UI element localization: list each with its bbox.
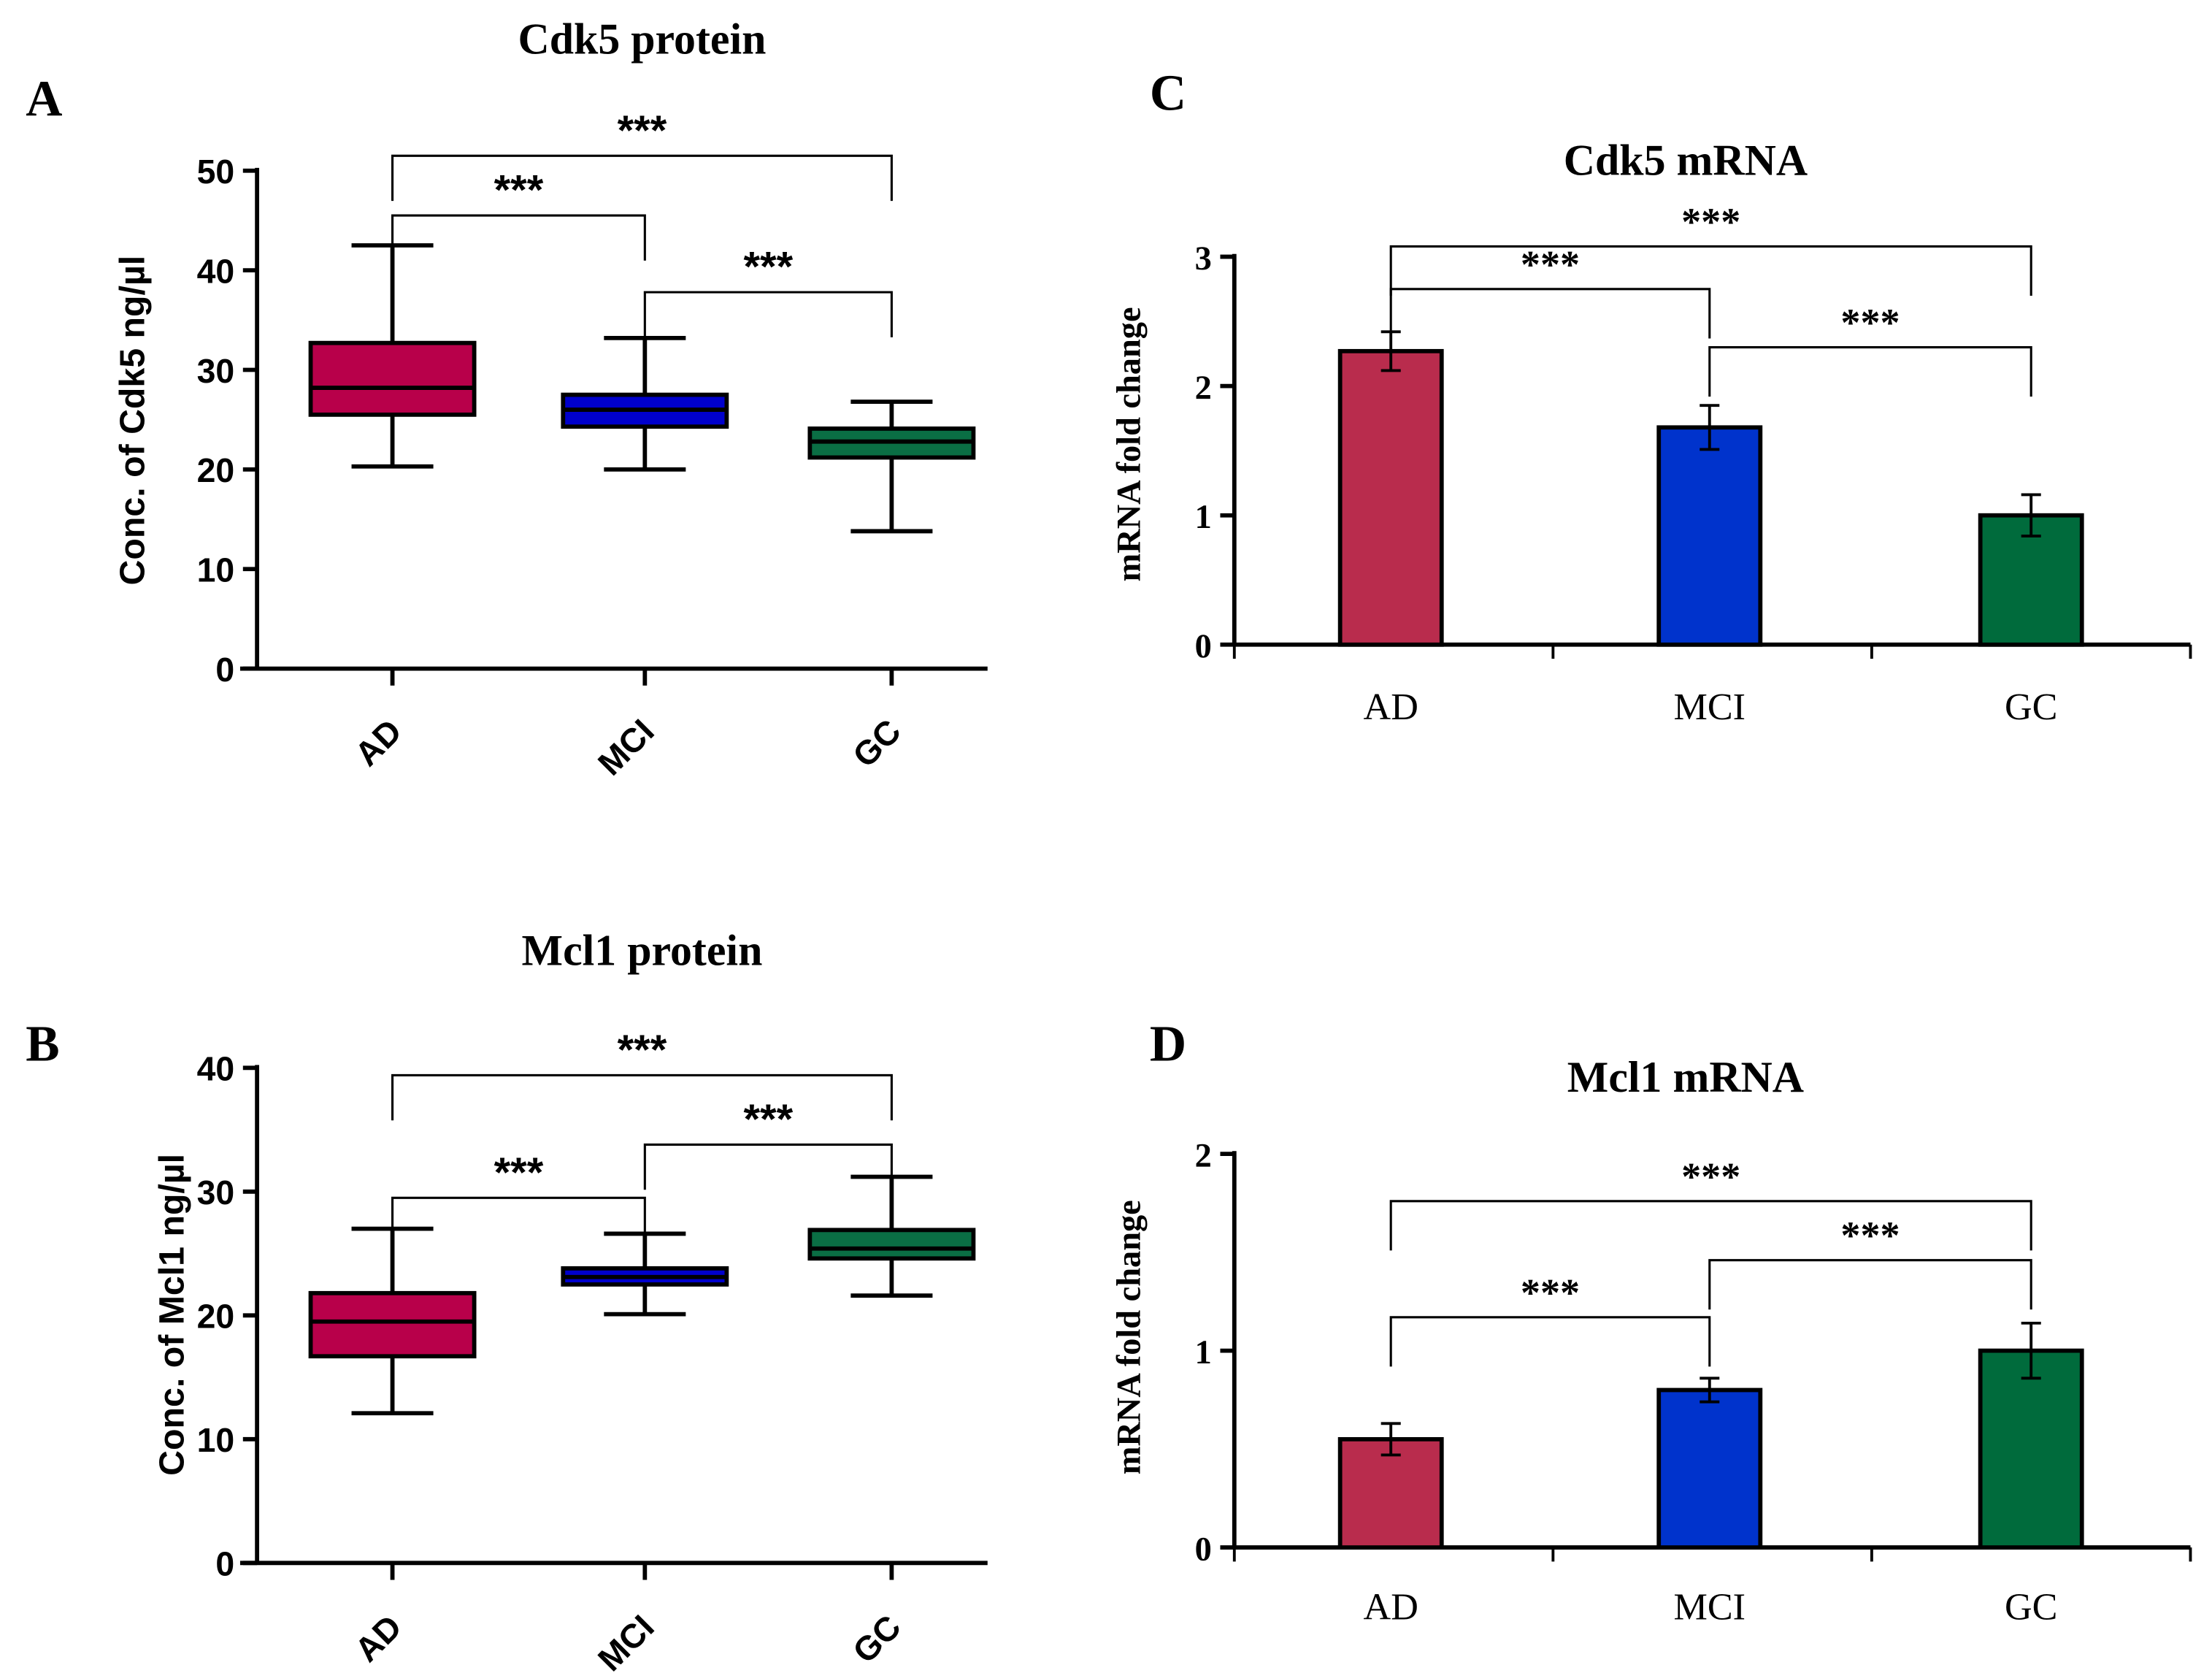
y-tick-label: 1 xyxy=(1195,499,1212,536)
y-tick-label: 30 xyxy=(197,352,235,390)
x-tick-label: GC xyxy=(2005,1587,2057,1628)
panel-label: D xyxy=(1150,1017,1186,1073)
significance-label: *** xyxy=(618,1027,667,1073)
significance-bracket xyxy=(391,1196,646,1244)
significance-bracket xyxy=(1389,1316,1711,1367)
significance-bracket xyxy=(643,1143,893,1190)
chart-title: Cdk5 protein xyxy=(518,15,767,63)
y-tick-label: 10 xyxy=(197,1421,235,1459)
significance-bracket xyxy=(1389,245,2032,296)
significance-bracket xyxy=(391,154,893,202)
y-tick-label: 0 xyxy=(1195,1531,1212,1568)
box-ad xyxy=(308,340,477,417)
x-tick-label: AD xyxy=(1364,686,1418,728)
panel-d: D Mcl1 mRNA mRNA fold change 0 1 2 AD MCI GC *** *… xyxy=(1110,1017,2192,1628)
x-tick-label: GC xyxy=(845,712,908,775)
y-tick-label: 0 xyxy=(215,1545,234,1583)
bar-mci xyxy=(1656,425,1763,647)
y-tick-label: 0 xyxy=(215,651,234,689)
x-tick-label: AD xyxy=(347,1607,409,1669)
box-ad xyxy=(308,1290,477,1359)
significance-bracket xyxy=(1708,1259,2032,1310)
y-axis-label: Conc. of Cdk5 ng/µl xyxy=(113,256,153,586)
significance-label: *** xyxy=(494,167,544,214)
significance-label: *** xyxy=(494,1149,544,1196)
box-gc xyxy=(807,1228,976,1261)
x-tick-label: MCI xyxy=(591,712,661,783)
bar-ad xyxy=(1337,1436,1444,1550)
y-tick-label: 20 xyxy=(197,451,235,489)
y-tick-label: 1 xyxy=(1195,1334,1212,1371)
chart-title: Cdk5 mRNA xyxy=(1564,137,1808,185)
significance-label: *** xyxy=(1840,301,1900,345)
x-tick-label: GC xyxy=(2005,686,2057,728)
panel-b: B Mcl1 protein Conc. of Mcl1 ng/µl 0 10 20 30 4… xyxy=(26,926,988,1673)
significance-label: *** xyxy=(1521,1271,1580,1314)
chart-title: Mcl1 protein xyxy=(522,926,763,974)
panel-a: A Cdk5 protein Conc. of Cdk5 ng/µl 0 10 20 30 4… xyxy=(26,15,988,783)
significance-label: *** xyxy=(1840,1214,1900,1257)
significance-label: *** xyxy=(618,107,667,154)
x-tick-label: AD xyxy=(347,712,409,773)
y-axis-label: mRNA fold change xyxy=(1110,307,1148,581)
y-axis-label: mRNA fold change xyxy=(1110,1200,1148,1474)
y-tick-label: 20 xyxy=(197,1298,235,1336)
significance-bracket xyxy=(1389,288,1711,339)
chart-title: Mcl1 mRNA xyxy=(1567,1053,1804,1101)
significance-bracket xyxy=(391,1073,893,1121)
significance-bracket xyxy=(1708,345,2032,397)
y-axis-label: Conc. of Mcl1 ng/µl xyxy=(153,1154,192,1476)
panel-label: C xyxy=(1150,66,1186,122)
y-tick-label: 30 xyxy=(197,1174,235,1211)
significance-label: *** xyxy=(744,1096,794,1143)
y-tick-label: 40 xyxy=(197,252,235,290)
x-tick-label: MCI xyxy=(1674,686,1746,728)
bar-mci xyxy=(1656,1387,1763,1550)
bar-gc xyxy=(1978,1348,2084,1550)
y-tick-label: 2 xyxy=(1195,370,1212,407)
y-tick-label: 2 xyxy=(1195,1138,1212,1175)
significance-label: *** xyxy=(744,244,794,291)
y-tick-label: 3 xyxy=(1195,240,1212,277)
significance-label: *** xyxy=(1521,242,1580,286)
y-tick-label: 40 xyxy=(197,1050,235,1088)
significance-label: *** xyxy=(1681,1155,1740,1198)
significance-label: *** xyxy=(1681,200,1740,244)
x-tick-label: MCI xyxy=(1674,1587,1746,1628)
x-tick-label: MCI xyxy=(591,1607,661,1673)
significance-bracket xyxy=(1389,1200,2032,1251)
bar-ad xyxy=(1337,348,1444,647)
x-tick-label: AD xyxy=(1364,1587,1418,1628)
panel-label: A xyxy=(26,71,62,127)
panel-c: C Cdk5 mRNA mRNA fold change 0 1 2 3 AD MCI GC ***… xyxy=(1110,66,2192,728)
y-tick-label: 0 xyxy=(1195,628,1212,665)
y-tick-label: 10 xyxy=(197,551,235,589)
panel-label: B xyxy=(26,1017,59,1073)
y-tick-label: 50 xyxy=(197,153,235,191)
x-tick-label: GC xyxy=(845,1607,908,1670)
significance-bracket xyxy=(643,291,893,337)
significance-bracket xyxy=(391,214,646,261)
